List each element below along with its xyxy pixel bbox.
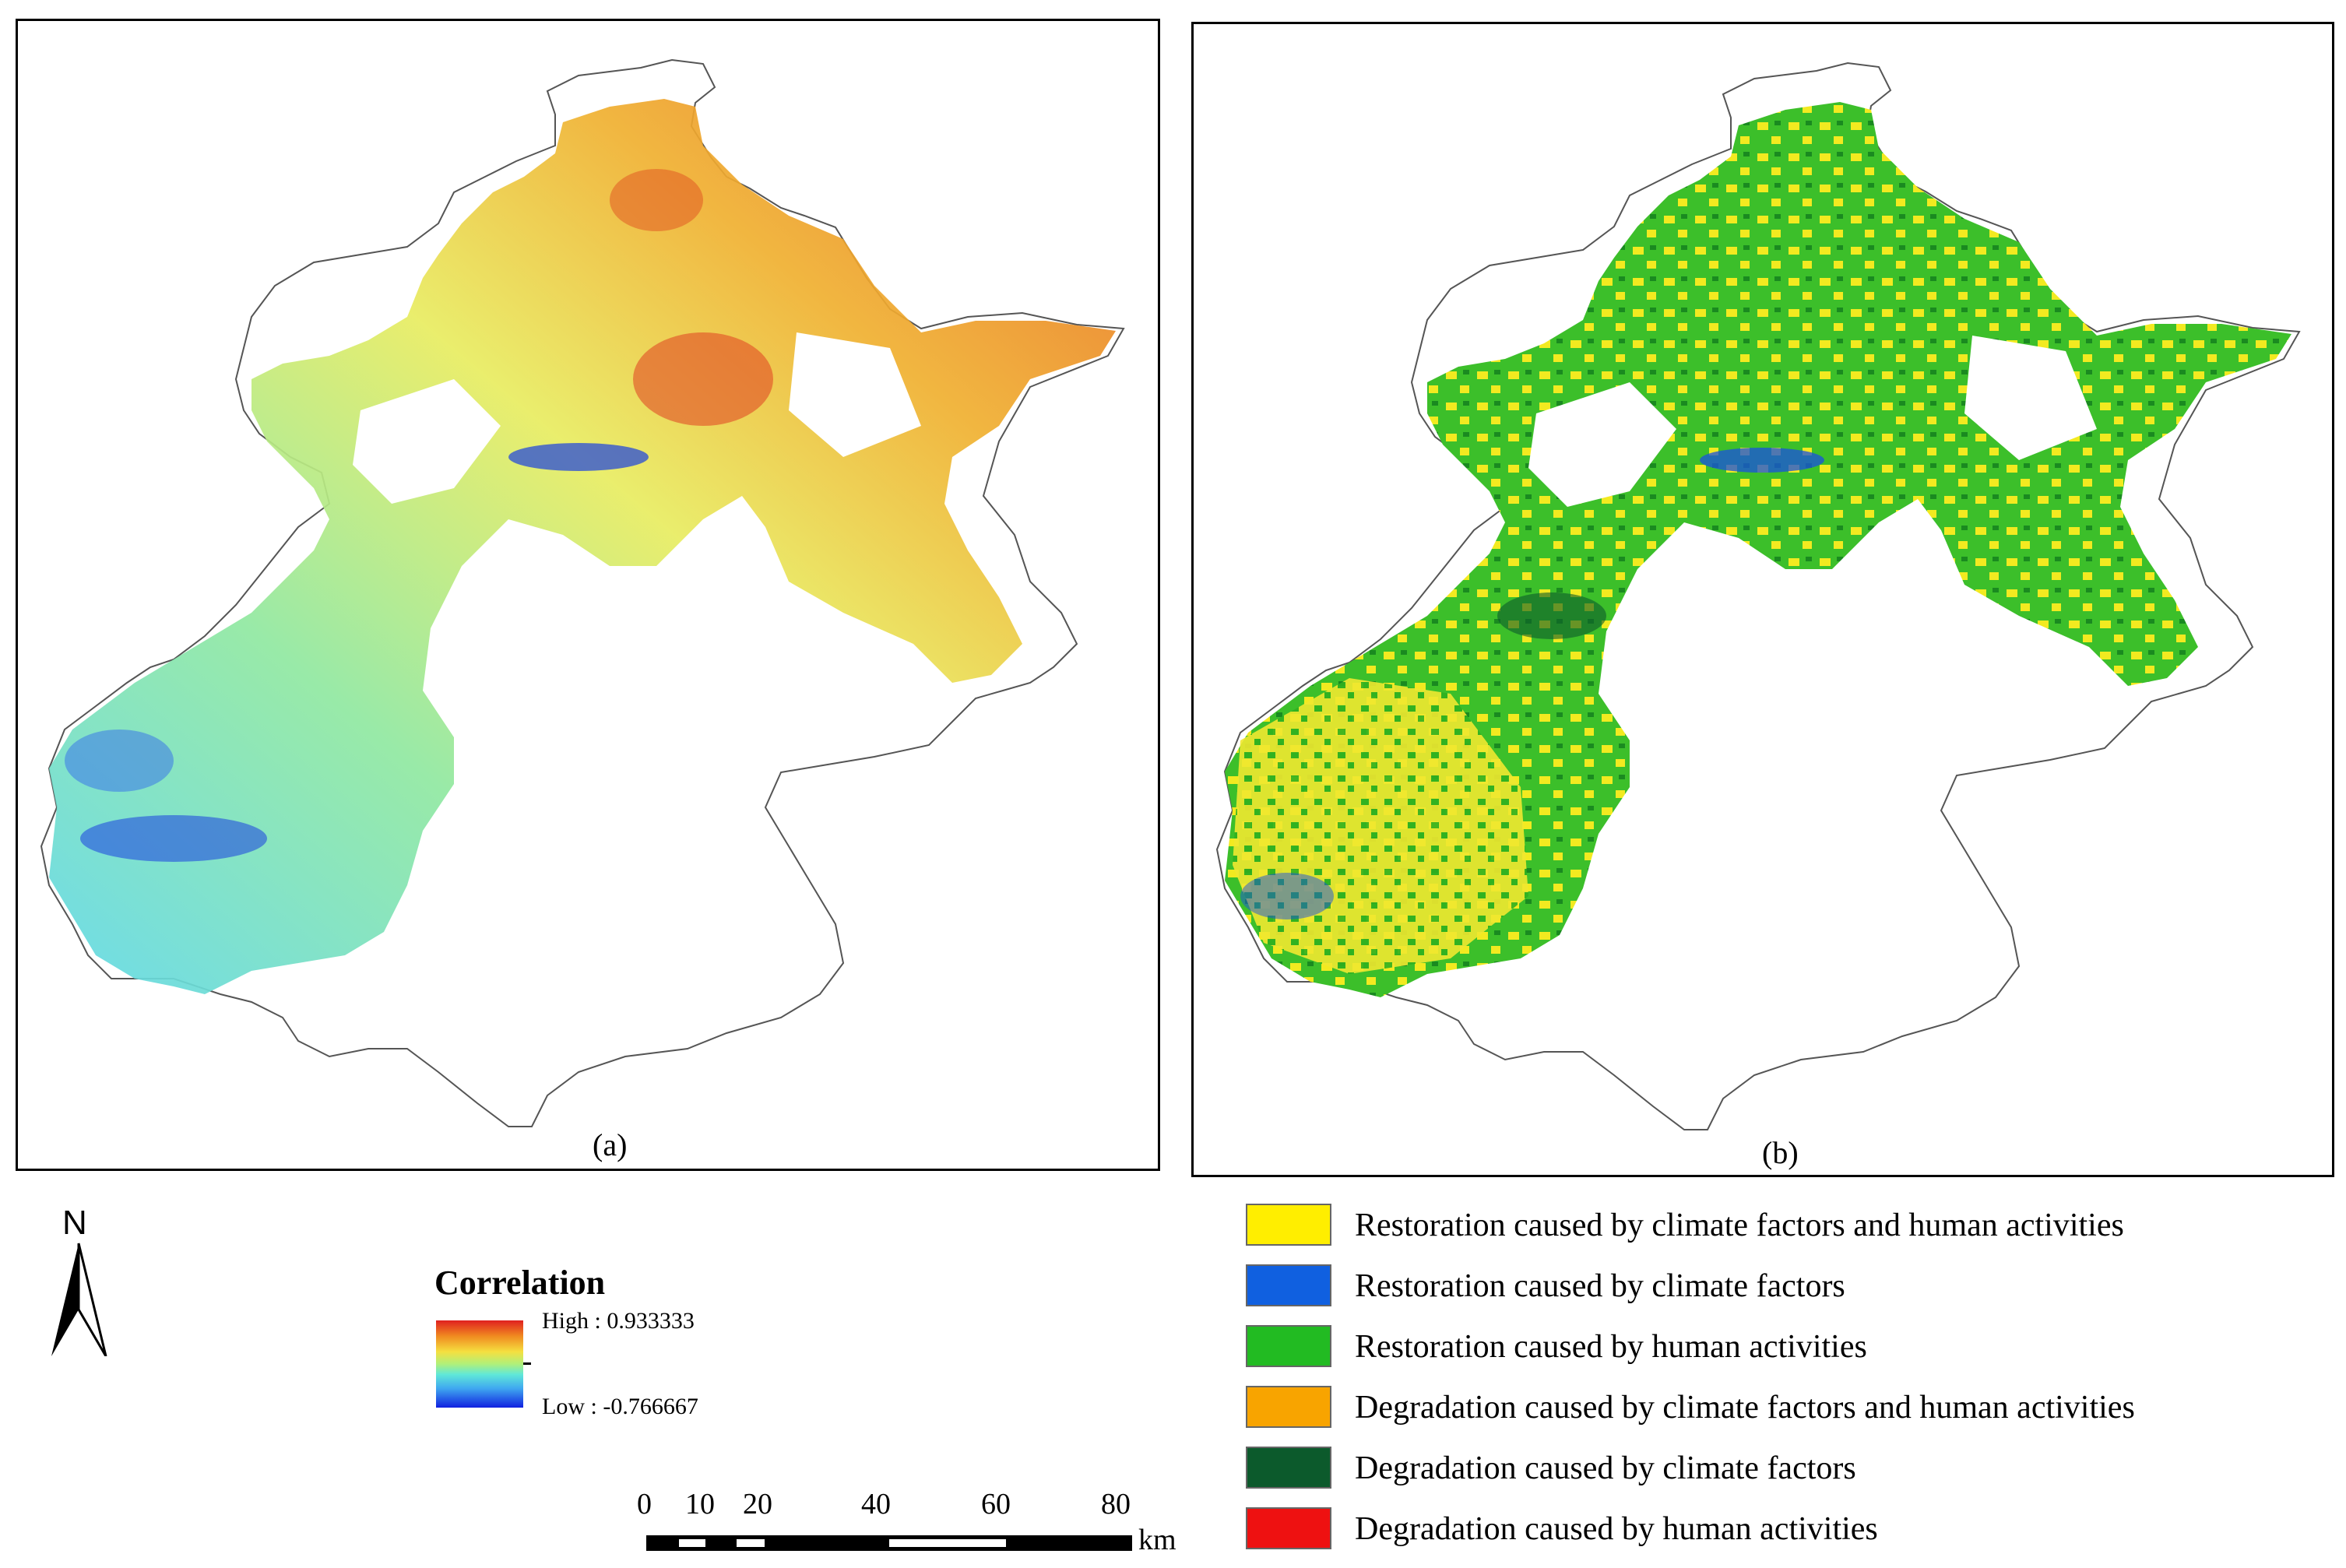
scale-tick-label: 80	[1101, 1488, 1131, 1521]
north-arrow-letter: N	[62, 1204, 87, 1242]
category-map	[1215, 62, 2301, 1130]
legend-item: Degradation caused by human activities	[1246, 1507, 2336, 1554]
map-panel-correlation: (a)	[16, 19, 1160, 1171]
scale-bar	[646, 1535, 1132, 1551]
legend-swatch	[1246, 1325, 1331, 1367]
legend-swatch	[1246, 1204, 1331, 1246]
legend-swatch	[1246, 1386, 1331, 1428]
legend-item: Restoration caused by climate factors an…	[1246, 1204, 2336, 1250]
legend-swatch	[1246, 1507, 1331, 1549]
blue-patch	[508, 443, 649, 471]
legend-item: Degradation caused by climate factors	[1246, 1447, 2336, 1493]
scale-tick-label: 20	[743, 1488, 772, 1521]
legend-label: Degradation caused by climate factors	[1355, 1450, 1856, 1486]
plain-gap	[1964, 336, 2097, 460]
correlation-ramp-tick	[523, 1362, 531, 1365]
legend-label: Restoration caused by human activities	[1355, 1329, 1867, 1365]
legend-item: Degradation caused by climate factors an…	[1246, 1386, 2336, 1433]
plain-gap	[353, 379, 501, 504]
scale-tick-label: 60	[981, 1488, 1011, 1521]
correlation-high-label: High : 0.933333	[542, 1308, 695, 1334]
blue-patch	[1700, 448, 1824, 473]
legend-label: Degradation caused by climate factors an…	[1355, 1390, 2135, 1426]
legend-swatch	[1246, 1447, 1331, 1489]
blue-patch	[1240, 873, 1334, 919]
legend-label: Restoration caused by climate factors	[1355, 1268, 1845, 1304]
legend-label: Restoration caused by climate factors an…	[1355, 1208, 2124, 1243]
north-arrow-icon	[51, 1243, 107, 1356]
plain-gap	[789, 332, 921, 457]
legend-item: Restoration caused by human activities	[1246, 1325, 2336, 1372]
map-panel-categories: (b)	[1191, 22, 2334, 1177]
correlation-legend-title: Correlation	[434, 1264, 606, 1302]
plain-gap	[1528, 382, 1676, 507]
scale-tick-label: 40	[861, 1488, 891, 1521]
red-patch	[610, 169, 703, 231]
panel-label-b: (b)	[1762, 1135, 1799, 1170]
mountain-area	[49, 99, 1116, 994]
blue-patch	[65, 730, 174, 792]
legend-label: Degradation caused by human activities	[1355, 1511, 1878, 1547]
dark-green-patch	[1497, 592, 1606, 639]
panel-label-a: (a)	[593, 1127, 628, 1162]
legend-swatch	[1246, 1264, 1331, 1306]
red-patch	[633, 332, 773, 426]
correlation-color-ramp	[436, 1320, 523, 1408]
correlation-low-label: Low : -0.766667	[542, 1394, 698, 1419]
scale-unit-label: km	[1138, 1524, 1177, 1556]
blue-patch	[80, 815, 267, 862]
scale-tick-label: 10	[685, 1488, 715, 1521]
scale-tick-label: 0	[637, 1488, 652, 1521]
correlation-map	[40, 58, 1125, 1127]
legend-item: Restoration caused by climate factors	[1246, 1264, 2336, 1311]
